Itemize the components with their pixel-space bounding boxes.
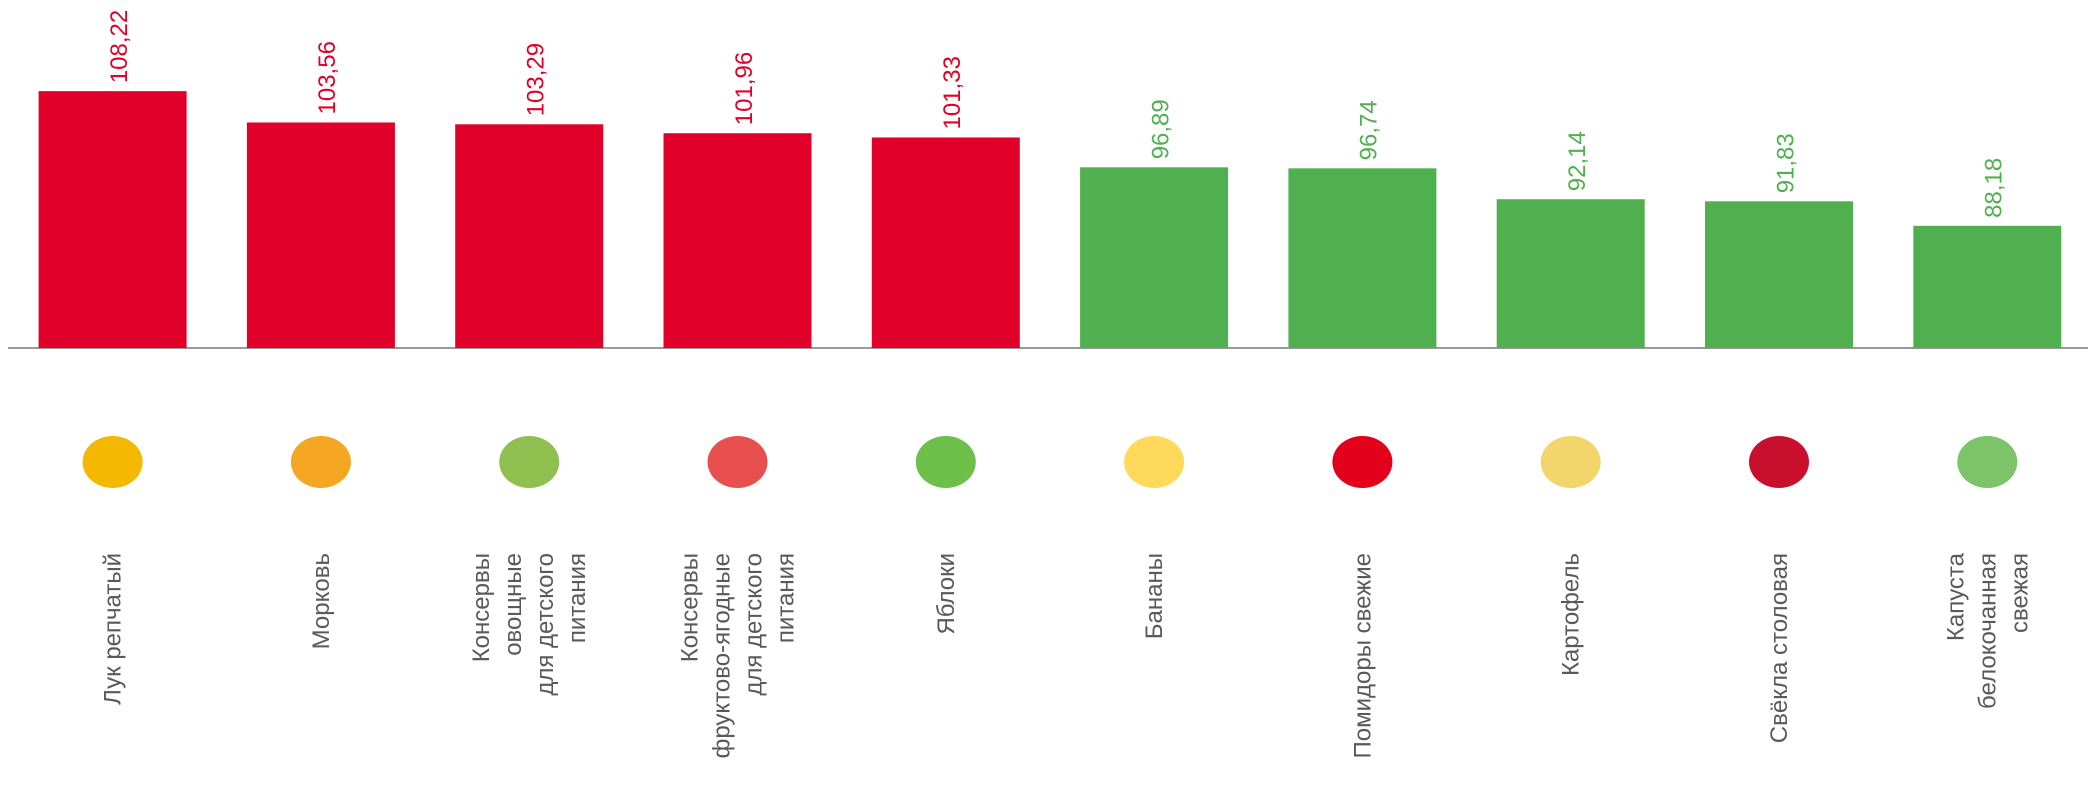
bar bbox=[455, 124, 604, 348]
value-label: 101,33 bbox=[939, 56, 966, 129]
icon bbox=[82, 436, 143, 488]
value-label: 96,89 bbox=[1147, 99, 1174, 159]
bar bbox=[1080, 167, 1229, 348]
x-tick-label: овощные bbox=[500, 553, 527, 656]
x-tick-label: для детского bbox=[741, 553, 768, 696]
bar bbox=[246, 122, 395, 348]
icon bbox=[1749, 436, 1809, 488]
value-label: 101,96 bbox=[731, 52, 758, 125]
x-tick-label: Бананы bbox=[1141, 553, 1168, 639]
x-tick-label: Помидоры свежие bbox=[1349, 553, 1376, 759]
x-tick-label: фруктово-ягодные bbox=[709, 553, 736, 758]
x-tick-label: Лук репчатый bbox=[100, 553, 127, 705]
x-tick-label: Морковь bbox=[308, 553, 335, 649]
value-label: 96,74 bbox=[1356, 100, 1383, 160]
bar bbox=[38, 91, 187, 349]
value-label: 91,83 bbox=[1772, 133, 1799, 193]
bar bbox=[871, 137, 1020, 348]
bar bbox=[1705, 201, 1853, 348]
bar bbox=[1913, 225, 2062, 348]
value-label: 103,56 bbox=[314, 41, 341, 114]
icon bbox=[1957, 436, 2018, 488]
bar bbox=[1288, 168, 1437, 348]
bar bbox=[663, 133, 812, 348]
value-label: 92,14 bbox=[1564, 131, 1591, 191]
icon bbox=[290, 436, 351, 488]
icon bbox=[1124, 436, 1185, 488]
x-tick-label: свежая bbox=[2006, 553, 2033, 633]
bar bbox=[1496, 199, 1645, 348]
x-tick-label: Свёкла столовая bbox=[1766, 553, 1793, 743]
x-tick-label: питания bbox=[564, 553, 591, 643]
x-tick-label: Яблоки bbox=[933, 553, 960, 635]
icon bbox=[707, 436, 768, 488]
x-tick-label: Картофель bbox=[1558, 553, 1585, 676]
x-tick-label: Консервы bbox=[468, 553, 495, 662]
x-tick-label: питания bbox=[773, 553, 800, 643]
icon bbox=[1540, 436, 1601, 488]
value-label: 88,18 bbox=[1981, 158, 2008, 218]
x-tick-label: для детского bbox=[532, 553, 559, 696]
icon bbox=[1332, 436, 1393, 488]
value-label: 108,22 bbox=[106, 10, 133, 83]
icon bbox=[915, 436, 976, 488]
value-label: 103,29 bbox=[523, 43, 550, 116]
icon bbox=[499, 436, 560, 488]
x-tick-label: Капуста bbox=[1942, 552, 1969, 641]
x-tick-label: белокочанная bbox=[1974, 553, 2001, 709]
x-tick-label: Консервы bbox=[677, 553, 704, 662]
